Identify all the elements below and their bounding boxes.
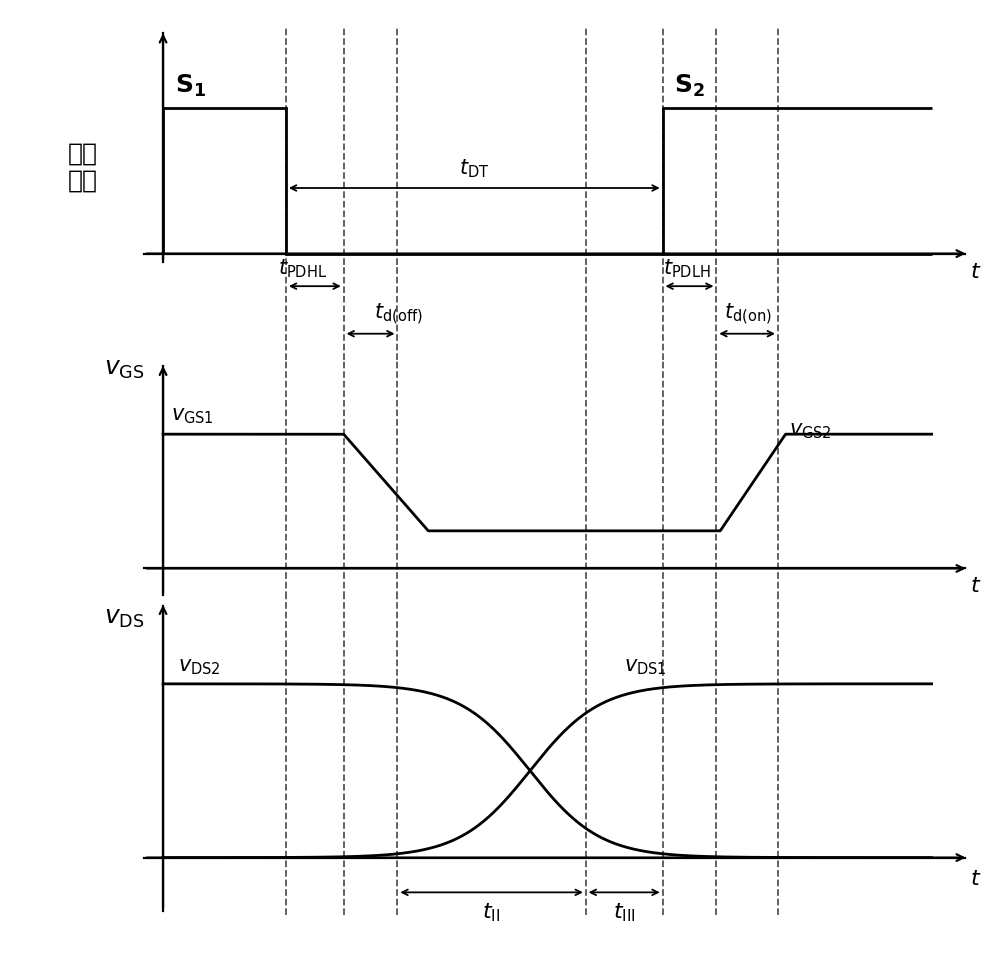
Text: $t_{\mathrm{d(off)}}$: $t_{\mathrm{d(off)}}$ bbox=[374, 301, 423, 327]
Text: $v_{\mathrm{DS1}}$: $v_{\mathrm{DS1}}$ bbox=[624, 656, 667, 676]
Text: $t_{\mathrm{PDHL}}$: $t_{\mathrm{PDHL}}$ bbox=[278, 256, 328, 279]
Text: $t$: $t$ bbox=[970, 868, 981, 888]
Text: $\mathbf{S_2}$: $\mathbf{S_2}$ bbox=[674, 72, 705, 98]
Text: $t_{\mathrm{PDLH}}$: $t_{\mathrm{PDLH}}$ bbox=[663, 256, 710, 279]
Text: $v_{\mathrm{DS2}}$: $v_{\mathrm{DS2}}$ bbox=[178, 656, 221, 676]
Text: $t_{\mathrm{d(on)}}$: $t_{\mathrm{d(on)}}$ bbox=[724, 301, 772, 327]
Text: $t$: $t$ bbox=[970, 576, 981, 596]
Text: $t_{\mathrm{III}}$: $t_{\mathrm{III}}$ bbox=[613, 901, 636, 923]
Text: $v_{\mathrm{DS}}$: $v_{\mathrm{DS}}$ bbox=[104, 605, 145, 629]
Text: $v_{\mathrm{GS}}$: $v_{\mathrm{GS}}$ bbox=[104, 357, 145, 381]
Text: $t_{\mathrm{DT}}$: $t_{\mathrm{DT}}$ bbox=[459, 157, 490, 180]
Text: $v_{\mathrm{GS2}}$: $v_{\mathrm{GS2}}$ bbox=[789, 420, 832, 440]
Text: $\mathbf{S_1}$: $\mathbf{S_1}$ bbox=[175, 72, 206, 98]
Text: $v_{\mathrm{GS1}}$: $v_{\mathrm{GS1}}$ bbox=[171, 405, 214, 425]
Text: $t_{\mathrm{II}}$: $t_{\mathrm{II}}$ bbox=[482, 901, 501, 923]
Text: 驱动
信号: 驱动 信号 bbox=[67, 141, 97, 193]
Text: $t$: $t$ bbox=[970, 262, 981, 281]
